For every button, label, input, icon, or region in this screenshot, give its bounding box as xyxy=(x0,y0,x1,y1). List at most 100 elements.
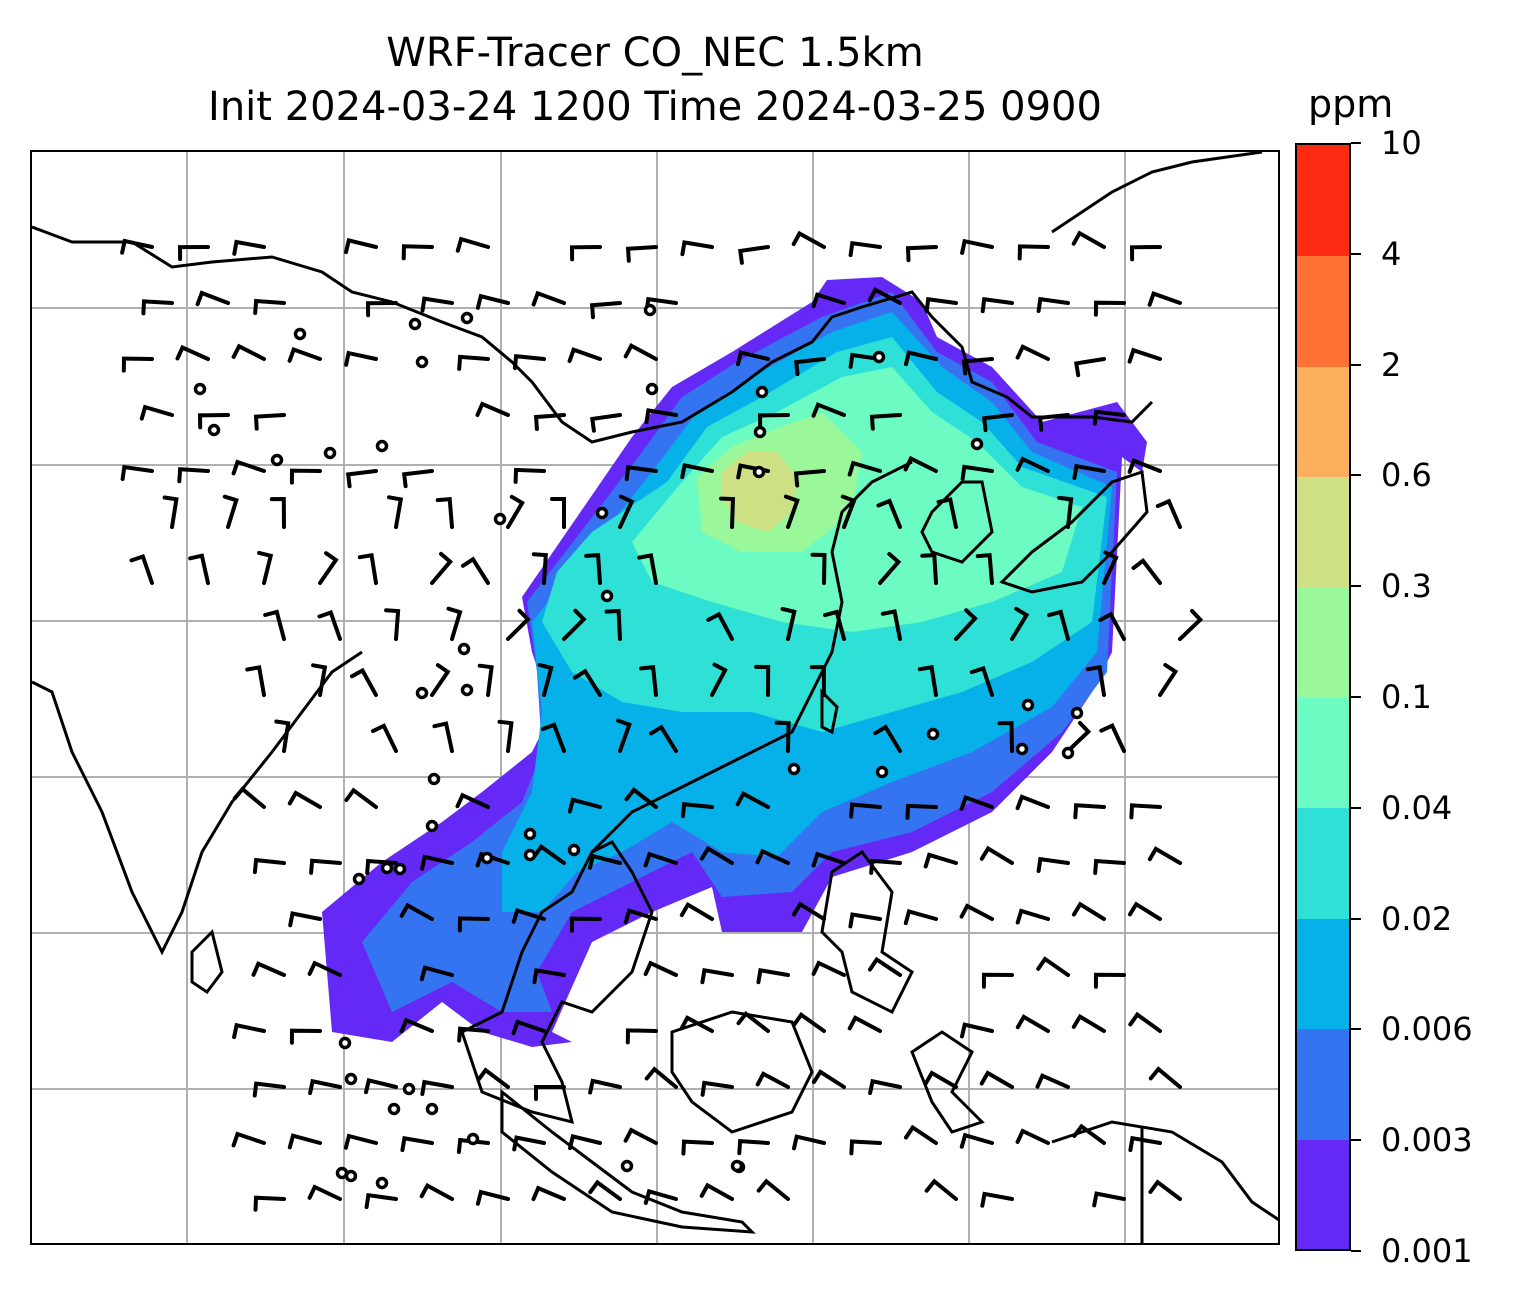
wind-barb xyxy=(512,1135,546,1152)
wind-barb xyxy=(1093,858,1126,875)
colorbar-tick-label: 10 xyxy=(1381,124,1422,162)
calm-wind-circle xyxy=(523,848,537,862)
wind-barb xyxy=(537,662,554,697)
wind-barb xyxy=(430,663,451,697)
colorbar-tick-mark xyxy=(1351,142,1361,144)
wind-barb xyxy=(251,961,286,977)
wind-barb xyxy=(699,845,734,865)
wind-barbs xyxy=(120,230,1204,1212)
wind-barb xyxy=(1093,300,1126,317)
wind-barb xyxy=(783,494,800,529)
coastline-india xyxy=(32,650,363,956)
wind-barb xyxy=(584,552,602,585)
colorbar-tick-mark xyxy=(1351,252,1361,255)
wind-barb xyxy=(344,350,378,367)
wind-barb xyxy=(532,843,566,865)
colorbar-tick-label: 0.6 xyxy=(1381,456,1432,495)
calm-wind-circle xyxy=(787,762,801,776)
colorbar-tick-label: 0.003 xyxy=(1381,1121,1473,1160)
wind-barb xyxy=(809,664,826,697)
colorbar-tick-mark xyxy=(1351,1250,1361,1252)
wind-barb xyxy=(756,967,790,985)
wind-barb xyxy=(868,1078,902,1095)
colorbar-tick-mark xyxy=(1351,806,1361,809)
wind-barb xyxy=(960,238,994,255)
wind-barb xyxy=(569,916,602,933)
wind-barb xyxy=(457,916,490,933)
wind-barb xyxy=(719,496,736,529)
colorbar-segment xyxy=(1297,476,1349,588)
wind-barb xyxy=(873,724,902,753)
calm-wind-circle xyxy=(643,303,657,317)
wind-barb xyxy=(754,664,771,697)
wind-barb xyxy=(569,245,602,262)
map-title-line2: Init 2024-03-24 1200 Time 2024-03-25 090… xyxy=(208,84,1102,130)
wind-barb xyxy=(497,719,514,753)
colorbar-tick-mark xyxy=(1351,363,1361,366)
wind-barb xyxy=(904,350,938,367)
wind-barb xyxy=(616,718,632,753)
wind-barb xyxy=(420,296,454,313)
wind-barb xyxy=(232,239,266,256)
wind-barb xyxy=(997,720,1014,753)
wind-barb xyxy=(1102,550,1119,585)
colorbar-tick-label: 0.04 xyxy=(1381,788,1453,827)
wind-barb xyxy=(567,347,602,363)
wind-barb xyxy=(679,1015,714,1033)
wind-barb xyxy=(589,301,622,320)
coastline-kamchatka xyxy=(1051,152,1263,234)
colorbar xyxy=(1295,143,1351,1251)
calm-wind-circle xyxy=(493,512,507,526)
wind-barb xyxy=(980,297,1014,314)
coastline-taiwan xyxy=(820,688,839,735)
wind-barb xyxy=(924,1178,958,1201)
wind-barb xyxy=(903,455,938,473)
wind-barb xyxy=(477,663,494,697)
wind-barb xyxy=(231,343,266,361)
wind-barb xyxy=(531,1185,566,1202)
wind-barb xyxy=(1047,609,1070,641)
wind-barb xyxy=(780,607,797,641)
calm-wind-circle xyxy=(480,851,494,865)
calm-wind-circle xyxy=(415,355,429,369)
wind-barb xyxy=(534,1085,566,1101)
wind-barb xyxy=(755,1071,790,1089)
wind-barb xyxy=(1158,663,1179,697)
calm-wind-circle xyxy=(352,872,366,886)
wind-barb xyxy=(848,240,882,258)
wind-barb xyxy=(1036,956,1070,977)
wind-barb xyxy=(960,1022,994,1039)
calm-wind-circle xyxy=(875,765,889,779)
wind-barb xyxy=(590,413,622,433)
calm-wind-circle xyxy=(344,1169,358,1183)
wind-barb xyxy=(791,901,826,921)
wind-barb xyxy=(572,668,602,697)
colorbar-tick-label: 4 xyxy=(1381,234,1402,273)
wind-barb xyxy=(792,1134,826,1151)
wind-barb xyxy=(905,245,938,263)
calm-wind-circle xyxy=(375,1176,389,1190)
calm-wind-circle xyxy=(730,1159,744,1173)
wind-barb xyxy=(475,1189,510,1206)
calm-wind-circle xyxy=(926,727,940,741)
wind-barb xyxy=(345,469,378,489)
wind-barb xyxy=(384,608,401,641)
wind-barb xyxy=(350,667,378,697)
calm-wind-circle xyxy=(595,506,609,520)
wind-barb xyxy=(738,245,770,265)
colorbar-segment xyxy=(1297,807,1349,919)
wind-barb xyxy=(401,244,434,261)
colorbar-segment xyxy=(1297,255,1349,367)
wind-barb xyxy=(792,1012,826,1033)
wind-barb xyxy=(1072,1123,1106,1145)
wind-barb xyxy=(364,1077,398,1095)
wind-barb xyxy=(287,1133,322,1150)
wind-barb xyxy=(639,665,658,697)
wind-barb xyxy=(981,972,1014,989)
calm-wind-circle xyxy=(323,446,337,460)
wind-barb xyxy=(460,556,490,585)
wind-barb xyxy=(162,495,179,529)
wind-barb xyxy=(681,1139,714,1156)
calm-wind-circle xyxy=(402,1082,416,1096)
wind-barb xyxy=(867,287,902,305)
